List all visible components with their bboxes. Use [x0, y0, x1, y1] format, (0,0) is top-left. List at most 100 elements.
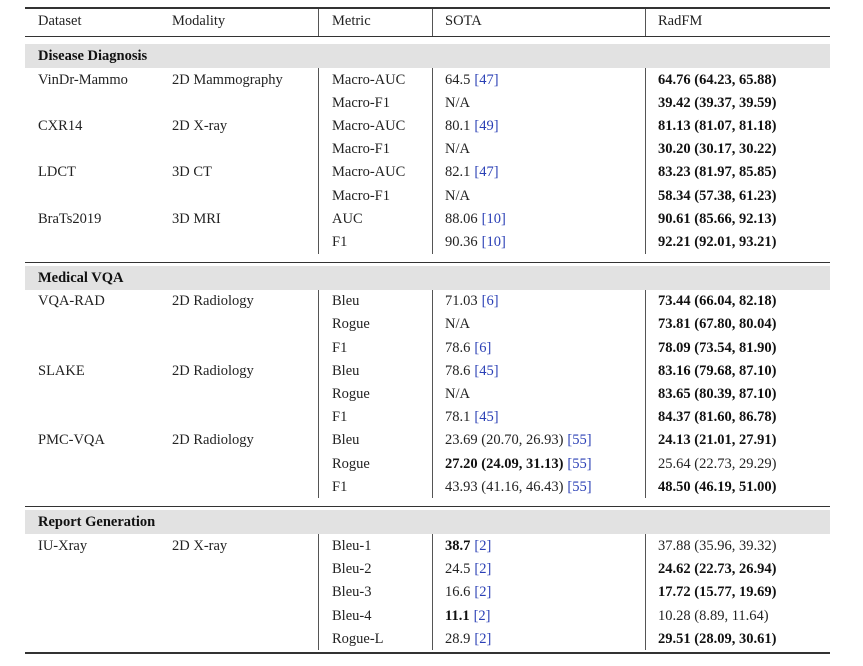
modality: 3D MRI — [172, 210, 221, 227]
column-header: RadFM — [658, 13, 703, 29]
metric: Bleu-1 — [332, 537, 372, 554]
sota-value: 38.7 [2] — [445, 537, 492, 554]
radfm-value: 92.21 (92.01, 93.21) — [658, 233, 777, 250]
metric: Macro-F1 — [332, 187, 390, 204]
header-rule — [25, 36, 830, 37]
radfm-value: 29.51 (28.09, 30.61) — [658, 630, 777, 647]
radfm-value: 83.16 (79.68, 87.10) — [658, 362, 777, 379]
radfm-value: 24.62 (22.73, 26.94) — [658, 561, 777, 578]
section-title: Medical VQA — [38, 269, 124, 286]
modality: 2D Radiology — [172, 432, 254, 449]
column-divider — [318, 68, 319, 254]
metric: Rogue — [332, 385, 370, 402]
metric: Bleu — [332, 432, 360, 449]
citation: [6] — [481, 293, 499, 310]
dataset: VQA-RAD — [38, 293, 105, 310]
sota-value: 78.6 [45] — [445, 362, 499, 379]
radfm-value: 10.28 (8.89, 11.64) — [658, 607, 769, 624]
citation: [6] — [474, 339, 492, 356]
radfm-value: 84.37 (81.60, 86.78) — [658, 409, 777, 426]
citation: [47] — [474, 71, 499, 88]
metric: Bleu-2 — [332, 561, 372, 578]
sota-value: N/A — [445, 94, 470, 111]
citation: [2] — [474, 561, 492, 578]
radfm-value: 90.61 (85.66, 92.13) — [658, 210, 777, 227]
citation: [55] — [567, 455, 592, 472]
citation: [2] — [474, 584, 492, 601]
column-header: Dataset — [38, 13, 82, 29]
citation: [2] — [474, 630, 492, 647]
metric: Rogue-L — [332, 630, 384, 647]
section-band — [25, 510, 830, 535]
radfm-value: 83.65 (80.39, 87.10) — [658, 385, 777, 402]
section-title: Report Generation — [38, 514, 156, 531]
radfm-value: 73.44 (66.04, 82.18) — [658, 293, 777, 310]
metric: F1 — [332, 409, 348, 426]
dataset: LDCT — [38, 164, 76, 181]
modality: 3D CT — [172, 164, 212, 181]
modality: 2D Radiology — [172, 362, 254, 379]
section-band — [25, 265, 830, 290]
citation: [2] — [474, 537, 492, 554]
sota-value: 88.06 [10] — [445, 210, 506, 227]
metric: Bleu-4 — [332, 607, 372, 624]
radfm-value: 25.64 (22.73, 29.29) — [658, 455, 777, 472]
sota-value: 78.1 [45] — [445, 409, 499, 426]
radfm-value: 17.72 (15.77, 19.69) — [658, 584, 777, 601]
section-rule — [25, 506, 830, 508]
column-divider — [432, 68, 433, 254]
column-divider — [318, 9, 319, 36]
radfm-value: 37.88 (35.96, 39.32) — [658, 537, 777, 554]
metric: Macro-AUC — [332, 71, 406, 88]
bottom-rule — [25, 652, 830, 655]
modality: 2D Mammography — [172, 71, 283, 88]
sota-value: 24.5 [2] — [445, 561, 492, 578]
dataset: SLAKE — [38, 362, 85, 379]
sota-value: 16.6 [2] — [445, 584, 492, 601]
citation: [55] — [567, 432, 592, 449]
citation: [10] — [481, 233, 506, 250]
citation: [2] — [473, 607, 491, 624]
metric: Bleu — [332, 362, 360, 379]
sota-value: 43.93 (41.16, 46.43) [55] — [445, 478, 592, 495]
dataset: CXR14 — [38, 117, 83, 134]
modality: 2D Radiology — [172, 293, 254, 310]
citation: [10] — [481, 210, 506, 227]
column-divider — [432, 534, 433, 651]
radfm-value: 73.81 (67.80, 80.04) — [658, 316, 777, 333]
sota-value: N/A — [445, 187, 470, 204]
metric: Bleu — [332, 293, 360, 310]
sota-value: N/A — [445, 141, 470, 158]
citation: [45] — [474, 409, 499, 426]
modality: 2D X-ray — [172, 537, 228, 554]
radfm-value: 58.34 (57.38, 61.23) — [658, 187, 777, 204]
sota-value: 11.1 [2] — [445, 607, 491, 624]
radfm-value: 78.09 (73.54, 81.90) — [658, 339, 777, 356]
dataset: PMC-VQA — [38, 432, 105, 449]
metric: Bleu-3 — [332, 584, 372, 601]
radfm-value: 83.23 (81.97, 85.85) — [658, 164, 777, 181]
column-header: Metric — [332, 13, 371, 29]
column-header: SOTA — [445, 13, 482, 29]
sota-value: 71.03 [6] — [445, 293, 499, 310]
metric: F1 — [332, 478, 348, 495]
metric: Macro-AUC — [332, 117, 406, 134]
radfm-value: 64.76 (64.23, 65.88) — [658, 71, 777, 88]
metric: Macro-F1 — [332, 141, 390, 158]
citation: [47] — [474, 164, 499, 181]
column-divider — [318, 534, 319, 651]
column-divider — [645, 68, 646, 254]
radfm-value: 48.50 (46.19, 51.00) — [658, 478, 777, 495]
section-title: Disease Diagnosis — [38, 48, 148, 64]
sota-value: 27.20 (24.09, 31.13) [55] — [445, 455, 592, 472]
column-divider — [432, 9, 433, 36]
dataset: BraTs2019 — [38, 210, 102, 227]
metric: Rogue — [332, 455, 370, 472]
metric: Rogue — [332, 316, 370, 333]
sota-value: 28.9 [2] — [445, 630, 492, 647]
sota-value: 80.1 [49] — [445, 117, 499, 134]
metric: Macro-AUC — [332, 164, 406, 181]
column-divider — [432, 289, 433, 499]
citation: [45] — [474, 362, 499, 379]
